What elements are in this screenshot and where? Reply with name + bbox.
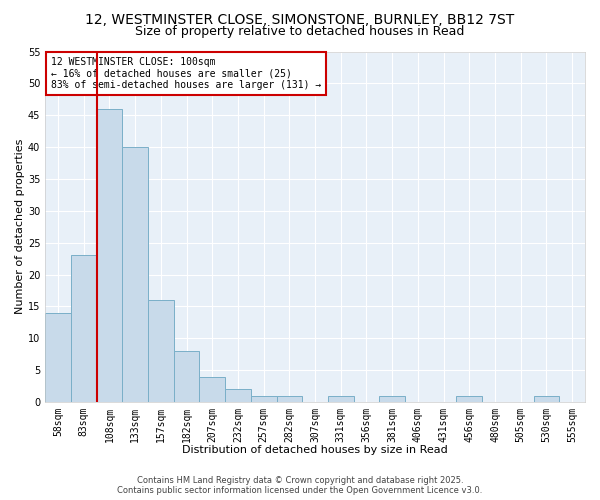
X-axis label: Distribution of detached houses by size in Read: Distribution of detached houses by size … [182,445,448,455]
Bar [251,396,277,402]
Bar [45,313,71,402]
Bar [173,351,199,402]
Bar [148,300,173,402]
Bar [379,396,405,402]
Bar [199,376,225,402]
Bar [457,396,482,402]
Bar [97,109,122,402]
Text: Contains HM Land Registry data © Crown copyright and database right 2025.
Contai: Contains HM Land Registry data © Crown c… [118,476,482,495]
Bar [71,256,97,402]
Y-axis label: Number of detached properties: Number of detached properties [15,139,25,314]
Bar [277,396,302,402]
Text: 12, WESTMINSTER CLOSE, SIMONSTONE, BURNLEY, BB12 7ST: 12, WESTMINSTER CLOSE, SIMONSTONE, BURNL… [85,12,515,26]
Bar [328,396,353,402]
Text: Size of property relative to detached houses in Read: Size of property relative to detached ho… [136,25,464,38]
Text: 12 WESTMINSTER CLOSE: 100sqm
← 16% of detached houses are smaller (25)
83% of se: 12 WESTMINSTER CLOSE: 100sqm ← 16% of de… [50,57,321,90]
Bar [533,396,559,402]
Bar [225,390,251,402]
Bar [122,147,148,402]
